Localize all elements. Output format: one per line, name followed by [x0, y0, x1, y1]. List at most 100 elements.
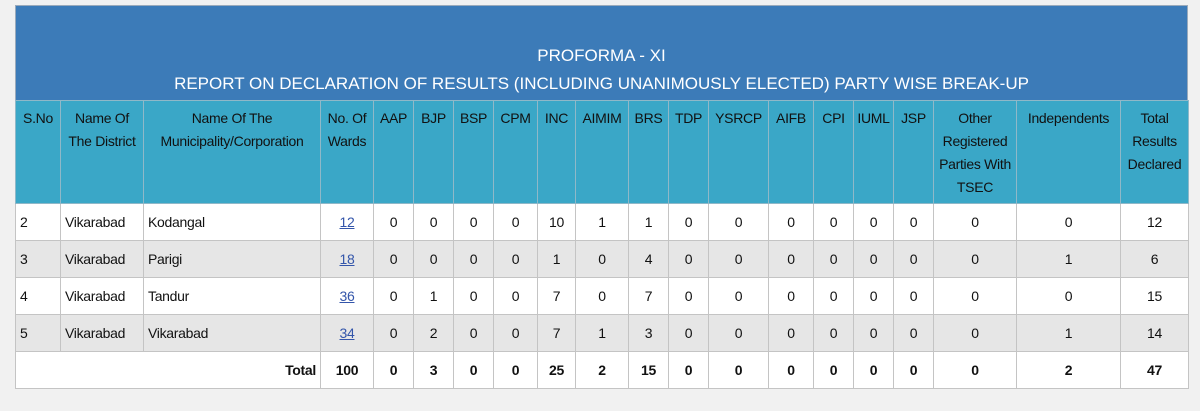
- cell: 0: [493, 203, 538, 241]
- data-row: 3 Vikarabad Parigi 18 0 0 0 0 1 0 4 0 0 0 0 0 0 0 1 6: [15, 240, 1189, 278]
- total-cell: 0: [668, 351, 709, 389]
- cell: 0: [413, 203, 454, 241]
- column-header: Name Of The District: [60, 100, 144, 204]
- cell: 0: [575, 240, 629, 278]
- cell: 0: [413, 240, 454, 278]
- cell: 0: [493, 314, 538, 352]
- cell: 2: [15, 203, 61, 241]
- total-cell: 0: [493, 351, 538, 389]
- report: PROFORMA - XI REPORT ON DECLARATION OF R…: [15, 5, 1189, 389]
- cell: 0: [813, 203, 854, 241]
- total-cell: 0: [453, 351, 494, 389]
- column-header: INC: [537, 100, 576, 204]
- cell: 7: [537, 277, 576, 315]
- total-cell: 2: [1016, 351, 1121, 389]
- cell: 0: [768, 277, 814, 315]
- cell: 1: [575, 203, 629, 241]
- cell: 0: [1016, 277, 1121, 315]
- total-label: Total: [15, 351, 321, 389]
- cell: Vikarabad: [143, 314, 321, 352]
- cell: 0: [933, 277, 1017, 315]
- cell: 5: [15, 314, 61, 352]
- cell: 3: [15, 240, 61, 278]
- cell: 0: [668, 203, 709, 241]
- total-row: Total 100 0 3 0 0 25 2 15 0 0 0 0 0 0 0 2 47: [15, 351, 1189, 389]
- cell: 0: [1016, 203, 1121, 241]
- wards-link[interactable]: 18: [339, 251, 355, 267]
- header-row: S.No Name Of The District Name Of The Muni…: [15, 100, 1189, 204]
- cell: 0: [853, 314, 894, 352]
- cell: 0: [575, 277, 629, 315]
- cell: 0: [708, 203, 769, 241]
- cell: 0: [933, 240, 1017, 278]
- cell: 0: [453, 240, 494, 278]
- cell: Parigi: [143, 240, 321, 278]
- cell: 0: [708, 314, 769, 352]
- title: PROFORMA - XI: [537, 46, 666, 65]
- cell: 0: [893, 277, 934, 315]
- cell: 7: [537, 314, 576, 352]
- cell: 0: [373, 314, 414, 352]
- total-cell: 0: [893, 351, 934, 389]
- total-cell: 3: [413, 351, 454, 389]
- cell: 1: [413, 277, 454, 315]
- column-header: Name Of The Municipality/Corporation: [143, 100, 321, 204]
- column-header: BJP: [413, 100, 454, 204]
- cell: 12: [1120, 203, 1189, 241]
- wards-link[interactable]: 34: [339, 325, 355, 341]
- total-cell: 47: [1120, 351, 1189, 389]
- column-header: CPI: [813, 100, 854, 204]
- cell: 0: [453, 314, 494, 352]
- cell: Vikarabad: [60, 240, 144, 278]
- total-cell: 15: [628, 351, 669, 389]
- cell: 36: [320, 277, 374, 315]
- column-header: BSP: [453, 100, 494, 204]
- cell: 0: [893, 203, 934, 241]
- wards-link[interactable]: 12: [339, 214, 355, 230]
- cell: 0: [493, 277, 538, 315]
- data-row: 5 Vikarabad Vikarabad 34 0 2 0 0 7 1 3 0 0 0 0 0 0 0 1 14: [15, 314, 1189, 352]
- column-header: AIFB: [768, 100, 814, 204]
- cell: 0: [453, 203, 494, 241]
- cell: 0: [768, 203, 814, 241]
- data-row: 2 Vikarabad Kodangal 12 0 0 0 0 10 1 1 0 0 0 0 0 0 0 0 12: [15, 203, 1189, 241]
- cell: 14: [1120, 314, 1189, 352]
- column-header: S.No: [15, 100, 61, 204]
- cell: Tandur: [143, 277, 321, 315]
- cell: 0: [813, 314, 854, 352]
- cell: 10: [537, 203, 576, 241]
- column-header: No. Of Wards: [320, 100, 374, 204]
- cell: 0: [668, 314, 709, 352]
- column-header: AIMIM: [575, 100, 629, 204]
- cell: 0: [768, 314, 814, 352]
- cell: 0: [853, 203, 894, 241]
- column-header: BRS: [628, 100, 669, 204]
- subtitle: REPORT ON DECLARATION OF RESULTS (INCLUD…: [174, 74, 1029, 93]
- column-header: Other Registered Parties With TSEC: [933, 100, 1017, 204]
- cell: 0: [668, 277, 709, 315]
- total-cell: 0: [708, 351, 769, 389]
- cell: 0: [373, 277, 414, 315]
- wards-link[interactable]: 36: [339, 288, 355, 304]
- column-header: YSRCP: [708, 100, 769, 204]
- cell: 0: [453, 277, 494, 315]
- total-cell: 25: [537, 351, 576, 389]
- title-band: PROFORMA - XI REPORT ON DECLARATION OF R…: [15, 5, 1188, 100]
- column-header: Independents: [1016, 100, 1121, 204]
- cell: 4: [15, 277, 61, 315]
- cell: 1: [1016, 314, 1121, 352]
- cell: 12: [320, 203, 374, 241]
- cell: Vikarabad: [60, 203, 144, 241]
- data-row: 4 Vikarabad Tandur 36 0 1 0 0 7 0 7 0 0 0 0 0 0 0 0 15: [15, 277, 1189, 315]
- cell: 0: [853, 277, 894, 315]
- cell: Vikarabad: [60, 277, 144, 315]
- cell: Kodangal: [143, 203, 321, 241]
- cell: 0: [933, 314, 1017, 352]
- cell: 0: [768, 240, 814, 278]
- total-cell: 0: [853, 351, 894, 389]
- cell: 15: [1120, 277, 1189, 315]
- cell: 0: [708, 240, 769, 278]
- cell: 34: [320, 314, 374, 352]
- column-header: TDP: [668, 100, 709, 204]
- cell: 0: [373, 240, 414, 278]
